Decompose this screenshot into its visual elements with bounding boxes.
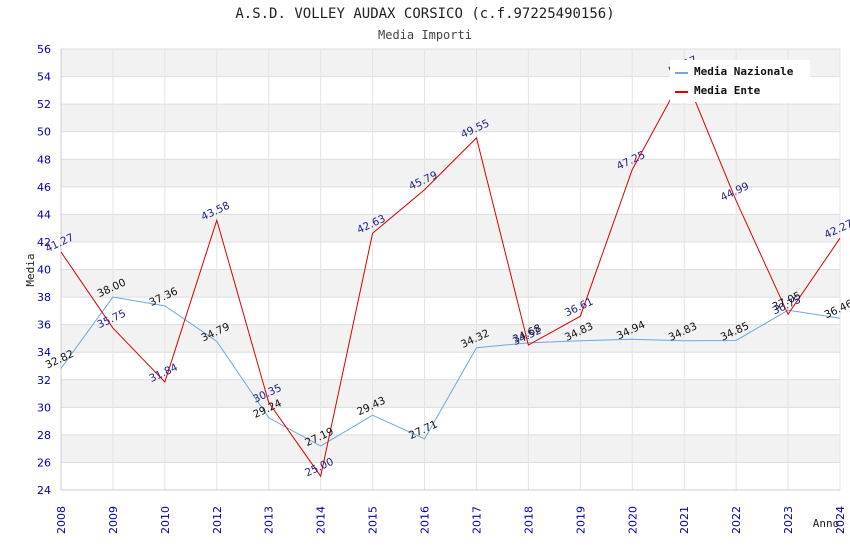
y-tick-label: 42 <box>37 236 51 249</box>
x-tick-label: 2015 <box>367 506 380 534</box>
y-tick-label: 52 <box>37 98 51 111</box>
y-tick-label: 30 <box>37 401 51 414</box>
series-lines <box>60 73 841 478</box>
grid-band <box>61 131 840 160</box>
y-axis-label: Media <box>24 253 37 286</box>
grid-band <box>61 324 840 353</box>
grid-band <box>61 186 840 215</box>
x-tick-label: 2012 <box>211 506 224 534</box>
grid-band <box>61 269 840 298</box>
y-tick-label: 32 <box>37 374 51 387</box>
y-axis-ticks: 24 26 28 30 32 34 36 38 40 42 44 46 48 50 52 54 56 <box>37 43 51 497</box>
y-tick-label: 56 <box>37 43 51 56</box>
grid-band <box>61 462 840 490</box>
grid-band <box>61 407 840 435</box>
x-tick-label: 2021 <box>678 506 691 534</box>
x-tick-label: 2013 <box>263 506 276 534</box>
grid-band <box>61 214 840 242</box>
y-tick-label: 46 <box>37 181 51 194</box>
grid-band <box>61 352 840 380</box>
series-line-nazionale <box>60 296 841 447</box>
y-tick-label: 50 <box>37 126 51 139</box>
y-tick-label: 36 <box>37 319 51 332</box>
x-tick-label: 2016 <box>419 506 432 534</box>
x-tick-label: 2022 <box>730 506 743 534</box>
y-tick-label: 34 <box>37 346 51 359</box>
grid-bands <box>60 48 841 491</box>
x-axis-label: Anno <box>813 517 840 530</box>
x-tick-label: 2010 <box>159 506 172 534</box>
y-tick-label: 26 <box>37 456 51 469</box>
x-tick-label: 2024 <box>834 506 847 534</box>
x-tick-label: 2008 <box>55 506 68 534</box>
grid-band <box>61 297 840 325</box>
chart-title: A.S.D. VOLLEY AUDAX CORSICO (c.f.9722549… <box>235 6 614 22</box>
y-tick-label: 28 <box>37 429 51 442</box>
x-tick-label: 2017 <box>470 506 483 534</box>
y-tick-label: 24 <box>37 484 51 497</box>
legend-label-nazionale: Media Nazionale <box>694 65 794 78</box>
y-tick-label: 38 <box>37 291 51 304</box>
y-tick-label: 44 <box>37 208 51 221</box>
x-tick-label: 2023 <box>782 506 795 534</box>
y-tick-label: 54 <box>37 71 51 84</box>
series-line-ente <box>60 73 841 478</box>
x-tick-label: 2009 <box>107 506 120 534</box>
chart-subtitle: Media Importi <box>378 28 472 42</box>
grid-band <box>61 241 840 270</box>
y-tick-label: 40 <box>37 264 51 277</box>
x-axis-ticks: 2008 2009 2010 2012 2013 2014 2015 2016 2017 2018… <box>55 506 847 534</box>
x-tick-label: 2018 <box>522 506 535 534</box>
grid-band <box>61 104 840 132</box>
y-tick-label: 48 <box>37 153 51 166</box>
legend: Media Nazionale Media Ente <box>670 60 810 102</box>
x-tick-label: 2014 <box>315 506 328 534</box>
legend-box <box>670 60 810 102</box>
x-tick-label: 2020 <box>626 506 639 534</box>
grid-band <box>61 434 840 463</box>
x-tick-label: 2019 <box>574 506 587 534</box>
legend-label-ente: Media Ente <box>694 84 761 97</box>
